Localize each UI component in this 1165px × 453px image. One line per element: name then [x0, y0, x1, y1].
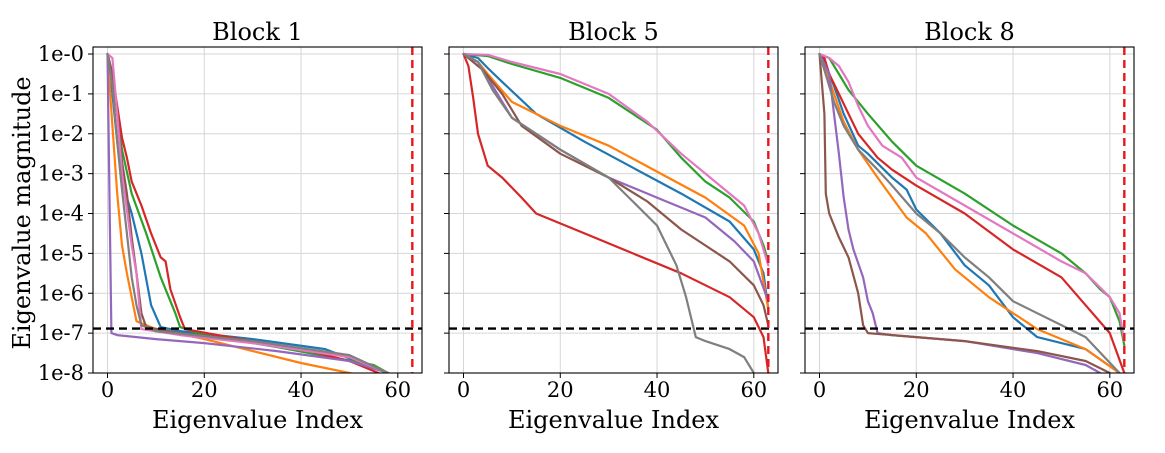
x-tick-label: 20 [191, 378, 218, 402]
series-line-s3 [818, 52, 1126, 347]
panel-1: 0 20 40 60 1e-0 1e-1 1e-2 1e-3 1e-4 1e-5 1e-6 1e-7 1… [38, 18, 423, 434]
y-tick-label: 1e-7 [38, 321, 84, 345]
x-tick-label: 0 [101, 378, 114, 402]
y-tick-label: 1e-6 [38, 281, 84, 305]
series-line-s2 [818, 52, 1121, 373]
series-line-s6 [818, 52, 1111, 373]
series-line-s7 [818, 52, 1126, 343]
plot-frame [92, 46, 423, 374]
series-group [818, 52, 1126, 373]
plot-frame [448, 46, 779, 374]
y-tick-label: 1e-5 [38, 241, 84, 265]
series-line-s7 [462, 52, 770, 267]
series-line-s4 [462, 52, 770, 373]
x-axis-label: Eigenvalue Index [508, 406, 720, 434]
series-line-s8 [106, 52, 390, 373]
x-tick-label: 60 [384, 378, 411, 402]
series-line-s7 [106, 52, 390, 373]
series-group [106, 52, 390, 373]
x-tick-label: 60 [1096, 378, 1123, 402]
y-tick-label: 1e-3 [38, 162, 84, 186]
x-tick-label: 0 [457, 378, 470, 402]
series-group [462, 52, 770, 373]
panel-title: Block 8 [924, 18, 1015, 46]
series-line-s1 [818, 52, 1121, 373]
y-tick-label: 1e-8 [38, 361, 84, 385]
y-tick-label: 1e-1 [38, 82, 84, 106]
x-tick-label: 60 [740, 378, 767, 402]
plot-frame [804, 46, 1135, 374]
series-line-s8 [818, 52, 1121, 373]
x-tick-label: 40 [288, 378, 315, 402]
y-tick-label: 1e-0 [38, 42, 84, 66]
y-tick-label: 1e-2 [38, 122, 84, 146]
x-tick-label: 40 [644, 378, 671, 402]
x-tick-label: 0 [813, 378, 826, 402]
series-line-s5 [106, 52, 390, 373]
panel-2: 0 20 40 60 Block 5 Eigenvalue Index [444, 18, 779, 434]
series-line-s5 [462, 52, 770, 303]
series-line-s2 [462, 52, 770, 311]
y-axis-label: Eigenvalue magnitude [8, 76, 36, 349]
x-axis-label: Eigenvalue Index [864, 406, 1076, 434]
series-line-s4 [818, 52, 1126, 373]
x-tick-label: 40 [1000, 378, 1027, 402]
series-line-s1 [462, 52, 770, 311]
x-tick-label: 20 [903, 378, 930, 402]
y-tick-label: 1e-4 [38, 202, 84, 226]
panel-title: Block 5 [568, 18, 659, 46]
x-axis-label: Eigenvalue Index [152, 406, 364, 434]
panel-title: Block 1 [212, 18, 303, 46]
series-line-s2 [106, 52, 354, 373]
series-line-s8 [462, 52, 755, 373]
panel-3: 0 20 40 60 Block 8 Eigenvalue Index [800, 18, 1135, 434]
series-line-s6 [462, 52, 770, 327]
x-tick-label: 20 [547, 378, 574, 402]
